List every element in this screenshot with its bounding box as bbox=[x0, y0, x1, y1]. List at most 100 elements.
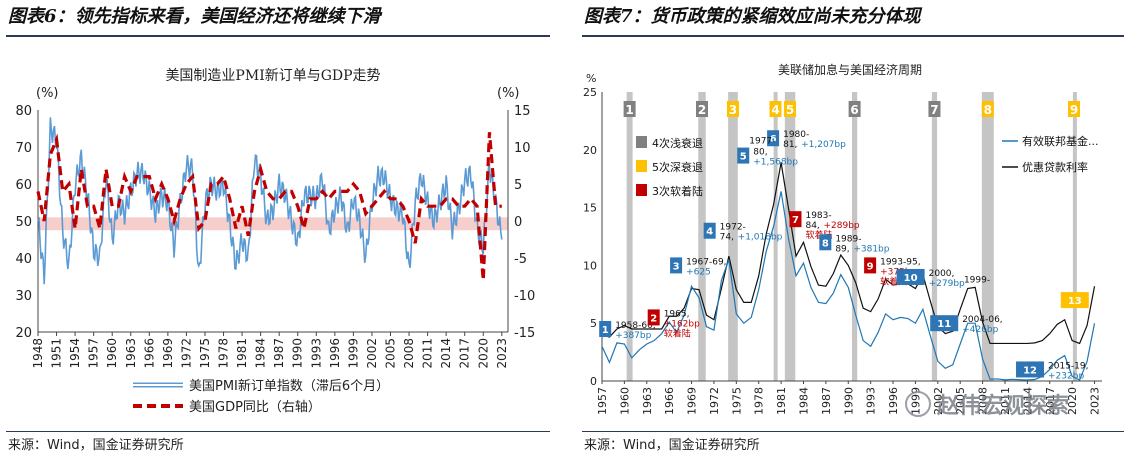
recession-number-badge bbox=[623, 101, 636, 117]
chart1-x-tick-label: 1975 bbox=[198, 338, 212, 369]
hike-badge-number: 9 bbox=[867, 261, 874, 272]
hike-badge-number: 2 bbox=[650, 313, 657, 324]
hike-badge-number: 11 bbox=[937, 319, 951, 330]
chart1-x-tick-label: 2023 bbox=[495, 338, 509, 369]
category-legend-swatch bbox=[636, 136, 647, 148]
hike-badge-number: 6 bbox=[770, 134, 777, 145]
legend-prime-label: 优惠贷款利率 bbox=[1022, 160, 1088, 174]
hike-delta-text: +1,568bp bbox=[753, 158, 798, 168]
category-legend-label: 5次深衰退 bbox=[652, 160, 703, 174]
chart1-left-tick-label: 50 bbox=[15, 215, 32, 230]
chart1-right-unit: (%) bbox=[497, 86, 520, 101]
chart1-x-tick-label: 2008 bbox=[402, 338, 416, 369]
recession-number-label: 3 bbox=[729, 103, 737, 117]
chart2-y-tick-label: 25 bbox=[583, 86, 597, 99]
legend-gdp-label: 美国GDP同比（右轴） bbox=[189, 400, 321, 415]
recession-band bbox=[698, 92, 706, 381]
chart1-x-tick-label: 2020 bbox=[476, 338, 490, 369]
hike-period-text: 1967-69, bbox=[686, 257, 726, 267]
hike-badge bbox=[789, 211, 802, 228]
hike-badge-number: 12 bbox=[1023, 365, 1037, 376]
chart2-unit: % bbox=[586, 72, 596, 85]
watermark-text: 赵伟宏观探索 bbox=[937, 394, 1070, 419]
chart1-x-tick-label: 1948 bbox=[31, 338, 45, 369]
hike-delta-text: +1,018bp bbox=[738, 233, 783, 243]
chart1-x-tick-label: 1996 bbox=[328, 338, 342, 369]
chart2-x-tick-label: 1963 bbox=[641, 387, 654, 415]
chart1-left-tick-label: 70 bbox=[15, 141, 32, 156]
chart2-y-tick-label: 10 bbox=[583, 259, 597, 272]
chart1-x-tick-label: 1999 bbox=[346, 338, 360, 369]
recession-number-badge bbox=[696, 101, 708, 117]
recession-number-badge bbox=[769, 101, 782, 117]
hike-badge bbox=[930, 315, 959, 332]
recession-number-badge bbox=[1068, 101, 1081, 117]
recession-band bbox=[728, 92, 738, 381]
category-legend-label: 3次软着陆 bbox=[652, 184, 703, 198]
chart1-right-tick-label: 0 bbox=[514, 215, 522, 230]
chart1-x-tick-label: 2017 bbox=[458, 338, 472, 369]
chart1-x-tick-label: 1951 bbox=[50, 338, 64, 369]
chart1-x-tick-label: 1978 bbox=[217, 338, 231, 369]
hike-badge bbox=[896, 268, 925, 285]
recession-band bbox=[784, 92, 796, 381]
hike-period-text: 1965, bbox=[664, 309, 690, 319]
recession-number-label: 4 bbox=[771, 103, 779, 117]
chart1-left-tick-label: 30 bbox=[15, 289, 32, 304]
hike-badge bbox=[647, 309, 660, 326]
hike-period-text: 1993-95, bbox=[880, 257, 920, 267]
chart1-x-tick-label: 1963 bbox=[124, 338, 138, 369]
hike-badge-number: 4 bbox=[706, 227, 713, 238]
recession-band bbox=[1072, 92, 1077, 381]
chart2-x-tick-label: 2020 bbox=[1066, 387, 1079, 415]
legend-ffr-label: 有效联邦基金... bbox=[1022, 134, 1099, 148]
chart2-x-tick-label: 1981 bbox=[775, 387, 788, 415]
chart1-left-tick-label: 60 bbox=[15, 178, 32, 193]
hike-badge bbox=[737, 147, 750, 164]
hike-badge bbox=[599, 320, 612, 337]
hike-badge bbox=[1060, 292, 1089, 309]
fed-funds-line bbox=[601, 191, 1096, 381]
hike-badge-number: 5 bbox=[740, 152, 747, 163]
chart1-x-tick-label: 2005 bbox=[384, 338, 398, 369]
recession-number-label: 9 bbox=[1070, 103, 1078, 117]
chart1-x-tick-label: 1981 bbox=[235, 338, 249, 369]
hike-badge bbox=[703, 222, 716, 239]
hike-badge bbox=[670, 257, 683, 274]
right-source-note: 来源：Wind，国金证券研究所 bbox=[584, 438, 760, 453]
left-source-note: 来源：Wind，国金证券研究所 bbox=[8, 438, 184, 453]
hike-delta-text: +279bp bbox=[929, 279, 965, 289]
chart2-y-tick-label: 0 bbox=[590, 375, 597, 388]
recession-band bbox=[981, 92, 994, 381]
hike-badge-number: 10 bbox=[904, 273, 918, 284]
chart2-x-tick-label: 2011 bbox=[999, 387, 1012, 415]
recession-band bbox=[931, 92, 938, 381]
chart2-title: 美联储加息与美国经济周期 bbox=[778, 62, 922, 77]
recession-number-badge bbox=[981, 101, 994, 117]
chart2-y-tick-label: 20 bbox=[583, 144, 597, 157]
chart2-x-tick-label: 2005 bbox=[954, 387, 967, 415]
left-panel-header: 图表6：领先指标来看，美国经济还将继续下滑 bbox=[8, 6, 381, 27]
chart1-x-tick-label: 1957 bbox=[87, 338, 101, 369]
chart1-right-tick-label: 5 bbox=[514, 178, 522, 193]
wechat-icon bbox=[905, 391, 931, 417]
chart2-y-tick-label: 15 bbox=[583, 202, 597, 215]
hike-note-text: 软着陆 bbox=[664, 327, 691, 339]
hike-badge-number: 3 bbox=[673, 261, 680, 272]
recession-band bbox=[773, 92, 778, 381]
chart1-left-unit: (%) bbox=[36, 86, 59, 101]
chart1-x-tick-label: 2011 bbox=[421, 338, 435, 369]
hike-period-text: 1980- bbox=[783, 130, 809, 140]
hike-badge bbox=[864, 257, 877, 274]
chart1-x-tick-label: 1993 bbox=[309, 338, 323, 369]
right-footer-rule bbox=[582, 431, 1124, 432]
prime-rate-line bbox=[601, 162, 1096, 345]
hike-badge-number: 7 bbox=[792, 215, 799, 226]
chart1-x-tick-label: 2002 bbox=[365, 338, 379, 369]
recession-number-label: 7 bbox=[930, 103, 938, 117]
chart2-x-tick-label: 1978 bbox=[753, 387, 766, 415]
hike-badge-number: 8 bbox=[822, 238, 829, 249]
chart2-x-tick-label: 2014 bbox=[1021, 387, 1034, 415]
chart2-y-tick-label: 5 bbox=[590, 317, 597, 330]
hike-period-text-2: 74, bbox=[720, 233, 734, 243]
